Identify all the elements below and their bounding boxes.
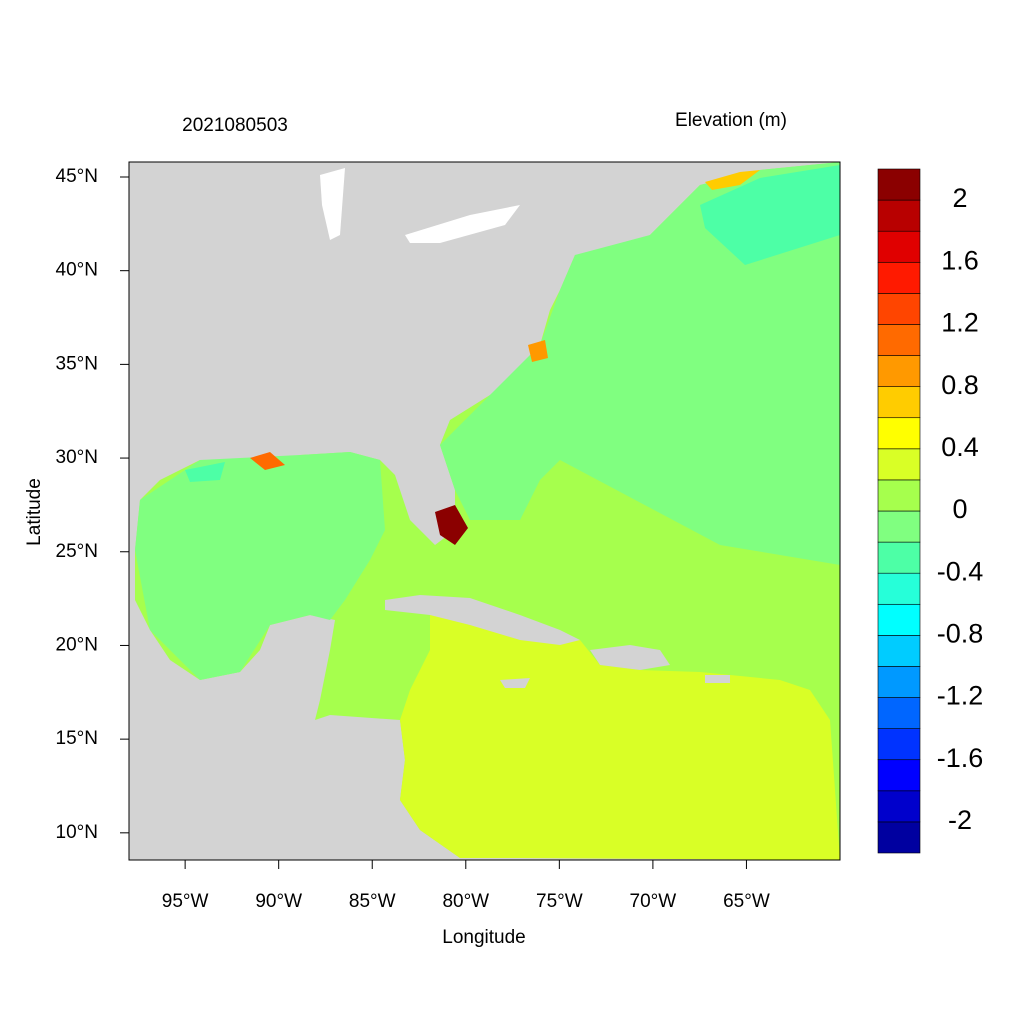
surge-northeast (705, 170, 760, 190)
great-lakes (320, 168, 345, 240)
colorbar-tick-label: 2 (952, 183, 967, 213)
colorbar-tick-label: 1.6 (941, 245, 979, 275)
colorbar-tick-label: 1.2 (941, 308, 979, 338)
colorbar-bin (877, 697, 921, 729)
colorbar-bin (877, 666, 921, 698)
timestamp-title: 2021080503 (182, 115, 288, 136)
puerto-rico (705, 675, 730, 683)
y-tick-label: 30°N (56, 447, 98, 468)
colorbar-bin (877, 168, 921, 201)
caribbean-water (400, 610, 840, 860)
colorbar-tick-label: 0.4 (941, 432, 979, 462)
x-tick-label: 75°W (536, 891, 583, 912)
colorbar-bin (877, 510, 921, 543)
colorbar-bin (877, 417, 921, 450)
colorbar-bin (877, 230, 921, 263)
y-tick-label: 35°N (56, 353, 98, 374)
colorbar-bin (877, 324, 921, 356)
x-tick-label: 95°W (162, 891, 209, 912)
colorbar-title: Elevation (m) (675, 110, 787, 131)
y-tick-label: 15°N (56, 728, 98, 749)
plot-frame (128, 161, 841, 861)
colorbar-tick-label: -1.2 (937, 681, 984, 711)
map-area (129, 162, 840, 860)
y-tick-label: 25°N (56, 541, 98, 562)
colorbar-tick-label: -0.8 (937, 618, 984, 648)
x-tick-label: 85°W (349, 891, 396, 912)
y-tick-label: 10°N (56, 822, 98, 843)
gulf-coast-water (185, 462, 225, 482)
colorbar-bin (877, 261, 921, 294)
colorbar-tick-label: 0 (952, 494, 967, 524)
y-tick-label: 40°N (56, 260, 98, 281)
y-tick-label: 45°N (56, 166, 98, 187)
colorbar-bin (877, 603, 921, 636)
gulf-water (135, 452, 385, 680)
hispaniola (590, 645, 670, 670)
colorbar-bin (877, 293, 921, 325)
x-tick-label: 90°W (255, 891, 302, 912)
colorbar-tick-label: -1.6 (937, 743, 984, 773)
colorbar-bin (877, 541, 921, 574)
atlantic-water (440, 162, 840, 565)
colorbar-bin (877, 479, 921, 512)
colorbar-tick-label: -0.4 (937, 556, 984, 586)
surge-louisiana (250, 452, 285, 470)
surge-carolina (528, 340, 548, 362)
northeast-water (700, 165, 840, 265)
jamaica (500, 678, 530, 688)
colorbar-bin (877, 635, 921, 667)
colorbar-bin (877, 821, 921, 854)
colorbar-bin (877, 386, 921, 419)
great-lakes (405, 205, 520, 243)
surge-florida (435, 505, 468, 545)
y-axis-label: Latitude (24, 478, 45, 546)
x-tick-label: 70°W (630, 891, 677, 912)
colorbar-bin (877, 759, 921, 792)
cuba (385, 595, 580, 645)
colorbar-bin (877, 728, 921, 761)
colorbar-bin (877, 572, 921, 605)
y-tick-label: 20°N (56, 634, 98, 655)
colorbar-tick-label: -2 (948, 805, 972, 835)
colorbar-bin (877, 448, 921, 481)
colorbar-tick-label: 0.8 (941, 370, 979, 400)
colorbar-bin (877, 790, 921, 823)
x-axis-label: Longitude (442, 927, 525, 948)
colorbar-bin (877, 199, 921, 232)
x-tick-label: 80°W (442, 891, 489, 912)
x-tick-label: 65°W (723, 891, 770, 912)
colorbar-bin (877, 355, 921, 387)
